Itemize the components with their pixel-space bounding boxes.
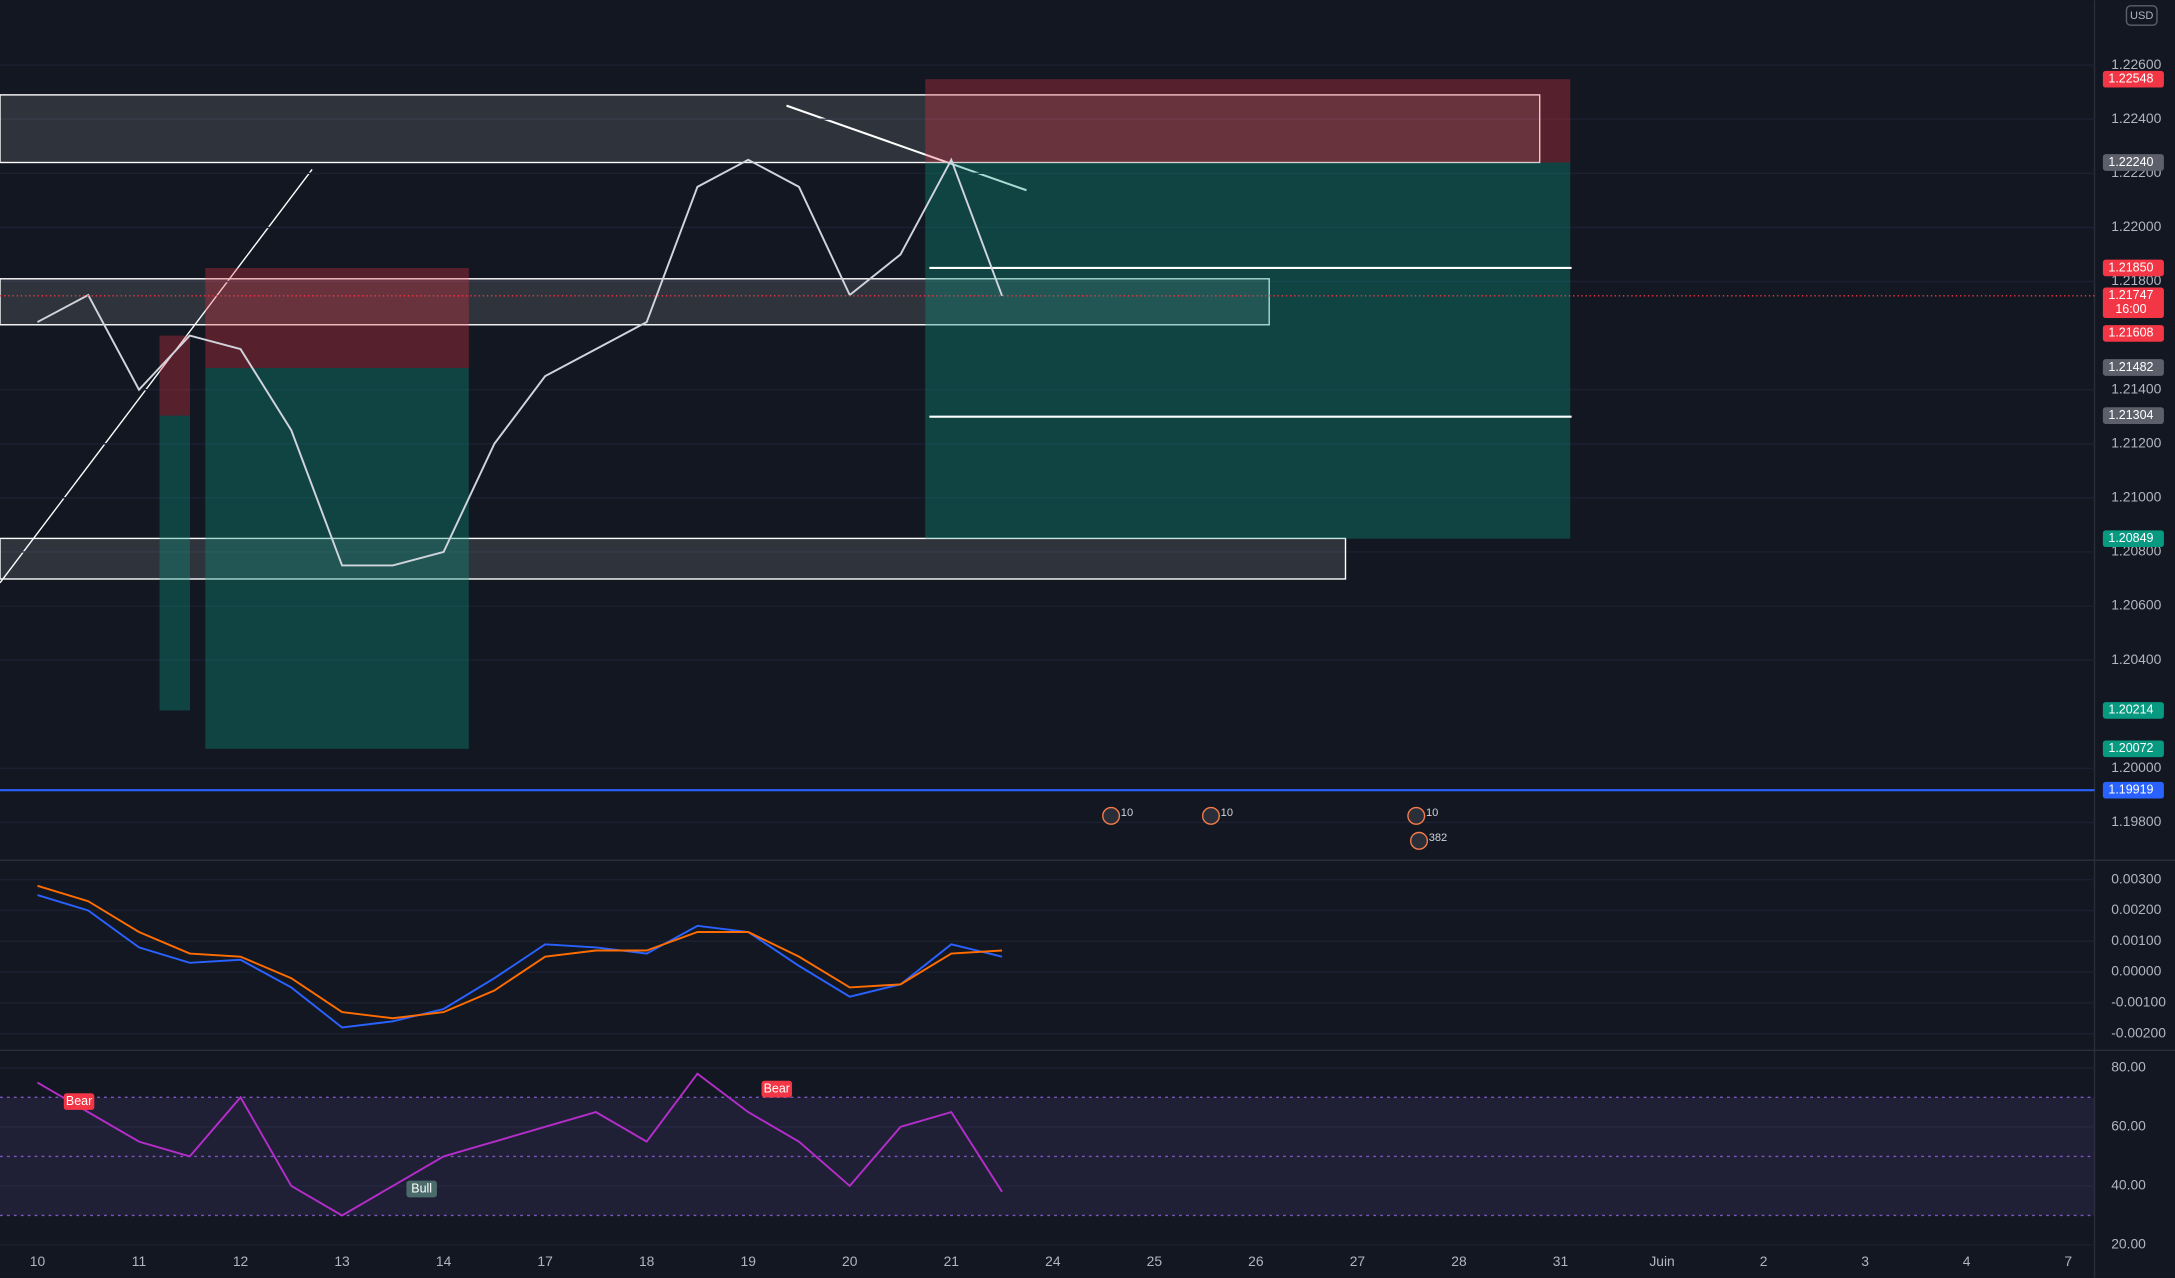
y-tick-label: 1.20400	[2111, 651, 2161, 667]
price-tag	[2102, 287, 2164, 319]
series-line	[36, 157, 1003, 567]
y-tick-label: 1.20000	[2111, 759, 2161, 775]
series-line	[36, 1072, 1003, 1217]
event-icon	[1407, 806, 1426, 825]
price-tag-countdown: 16:00	[2115, 302, 2146, 316]
x-tick-label: 31	[1553, 1253, 1569, 1269]
y-tick-label: 80.00	[2111, 1058, 2146, 1074]
annotation-label: Bear	[66, 1094, 92, 1108]
zone	[925, 162, 1571, 539]
y-tick-label: 0.00000	[2111, 963, 2161, 979]
x-tick-label: 2	[1760, 1253, 1768, 1269]
event-icon	[1102, 806, 1121, 825]
event-count: 382	[1429, 832, 1447, 844]
annotation-badge	[406, 1180, 437, 1198]
price-tag	[2102, 259, 2164, 277]
zone	[0, 278, 1270, 326]
price-tag-label: 1.21747	[2108, 288, 2153, 302]
price-tag	[2102, 740, 2164, 758]
zone	[159, 415, 191, 711]
y-tick-label: 0.00200	[2111, 901, 2161, 917]
price-tag	[2102, 407, 2164, 424]
zone	[0, 94, 1541, 164]
price-tag-label: 1.21850	[2108, 260, 2153, 274]
y-tick-label: 1.21000	[2111, 489, 2161, 505]
x-tick-label: 10	[30, 1253, 46, 1269]
x-tick-label: 11	[132, 1253, 147, 1269]
y-tick-label: 1.20600	[2111, 597, 2161, 613]
x-tick-label: Juin	[1649, 1253, 1674, 1269]
price-tag	[2102, 325, 2164, 342]
x-tick-label: 4	[1963, 1253, 1971, 1269]
price-tag-label: 1.22240	[2108, 155, 2153, 169]
y-tick-label: 1.22000	[2111, 218, 2161, 234]
zone	[925, 79, 1571, 163]
price-tag-label: 1.22548	[2108, 71, 2153, 85]
x-tick-label: 14	[436, 1253, 452, 1269]
x-tick-label: 17	[537, 1253, 553, 1269]
currency-badge	[2125, 5, 2158, 26]
y-tick-label: 1.19800	[2111, 813, 2161, 829]
x-tick-label: 24	[1045, 1253, 1061, 1269]
zone	[205, 368, 469, 749]
price-tag	[2102, 781, 2164, 799]
y-tick-label: 1.22400	[2111, 110, 2161, 126]
annotation-label: Bear	[764, 1081, 790, 1095]
y-tick-label: 40.00	[2111, 1177, 2146, 1193]
x-tick-label: 13	[334, 1253, 350, 1269]
trend-line	[0, 169, 313, 584]
price-tag-label: 1.20849	[2108, 531, 2153, 545]
price-tag	[2102, 530, 2164, 548]
x-tick-label: 26	[1248, 1253, 1264, 1269]
series-line	[37, 894, 1003, 1029]
price-tag-label: 1.21304	[2108, 408, 2153, 422]
y-tick-label: 1.21400	[2111, 380, 2161, 396]
y-tick-label: 1.21200	[2111, 434, 2161, 450]
y-tick-label: 0.00300	[2111, 870, 2161, 886]
currency: USD	[2130, 10, 2153, 22]
zone	[0, 537, 1347, 580]
y-tick-label: 0.00100	[2111, 932, 2161, 948]
x-tick-label: 18	[639, 1253, 655, 1269]
price-tag-label: 1.20072	[2108, 741, 2153, 755]
annotation-label: Bull	[411, 1181, 432, 1195]
series-line	[37, 884, 1003, 1020]
y-tick-label: -0.00100	[2111, 994, 2166, 1010]
event-count: 10	[1221, 807, 1233, 819]
price-tag-label: 1.20214	[2108, 703, 2153, 717]
x-tick-label: 21	[944, 1253, 960, 1269]
x-tick-label: 19	[741, 1253, 757, 1269]
price-tag	[2102, 702, 2164, 719]
annotation-badge	[761, 1080, 793, 1098]
zone	[159, 335, 191, 416]
price-tag	[2102, 70, 2164, 88]
price-tag	[2102, 359, 2164, 376]
price-tag-label: 1.19919	[2108, 782, 2153, 796]
annotation-badge	[63, 1093, 95, 1110]
x-tick-label: 28	[1451, 1253, 1467, 1269]
price-tag-label: 1.21482	[2108, 360, 2153, 374]
event-icon	[1410, 831, 1429, 850]
y-tick-label: 20.00	[2111, 1236, 2146, 1252]
event-count: 10	[1121, 807, 1133, 819]
x-tick-label: 27	[1350, 1253, 1366, 1269]
x-tick-label: 20	[842, 1253, 858, 1269]
event-icon	[1201, 806, 1220, 825]
price-tag-label: 1.21608	[2108, 326, 2153, 340]
y-tick-label: 60.00	[2111, 1118, 2146, 1134]
x-tick-label: 3	[1861, 1253, 1869, 1269]
x-tick-label: 7	[2064, 1253, 2072, 1269]
y-tick-label: -0.00200	[2111, 1024, 2166, 1040]
x-tick-label: 12	[233, 1253, 249, 1269]
zone	[205, 267, 469, 369]
y-tick-label: 1.22600	[2111, 56, 2161, 72]
price-tag	[2102, 154, 2164, 171]
event-count: 10	[1426, 807, 1438, 819]
x-tick-label: 25	[1147, 1253, 1163, 1269]
